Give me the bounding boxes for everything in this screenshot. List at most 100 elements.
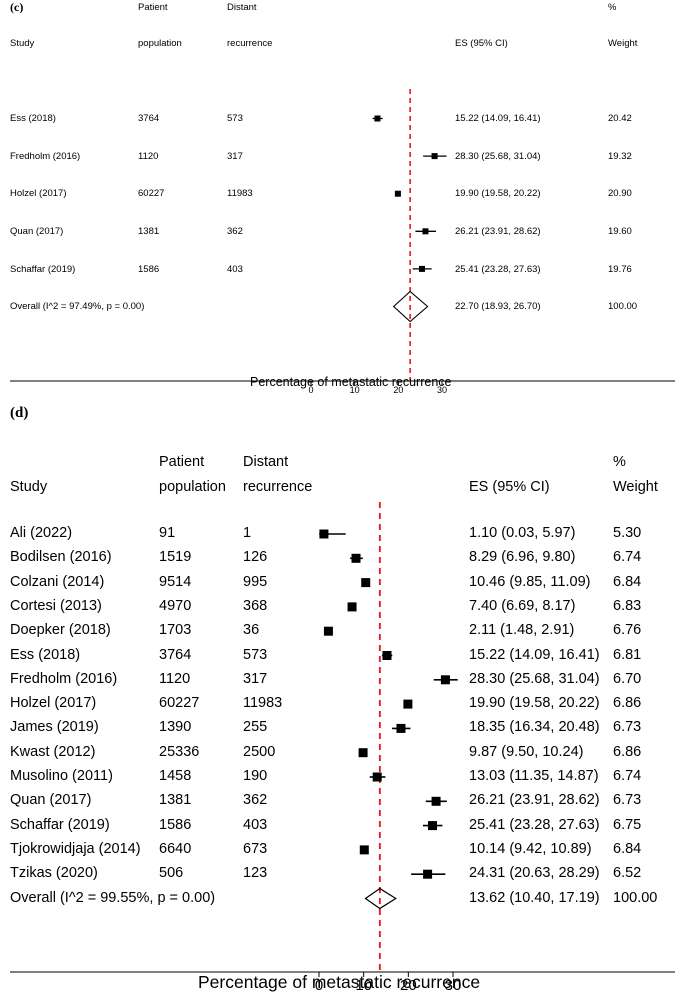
- study-estimate: [381, 651, 393, 660]
- forest-plot-panel-c: (c) Patient Distant % Study population r…: [0, 0, 685, 395]
- study-name: Doepker (2018): [10, 622, 111, 639]
- header-distant-line2: recurrence: [227, 38, 273, 49]
- effect-size: 1.10 (0.03, 5.97): [469, 525, 576, 541]
- patient-population: 1120: [138, 151, 159, 162]
- patient-population: 1586: [159, 816, 192, 833]
- point-estimate: [347, 602, 357, 612]
- header-distant-line2: recurrence: [243, 479, 313, 495]
- effect-size: 2.11 (1.48, 2.91): [469, 622, 575, 639]
- study-name: Quan (2017): [10, 226, 64, 237]
- x-tick-label: 20: [393, 385, 403, 395]
- x-tick-label: 0: [315, 977, 323, 994]
- weight: 20.42: [608, 113, 632, 124]
- overall-effect-size: 22.70 (18.93, 26.70): [455, 301, 541, 312]
- header-patient-line1: Patient: [138, 2, 168, 13]
- effect-size: 28.30 (25.68, 31.04): [469, 670, 600, 687]
- patient-population: 1703: [159, 622, 192, 639]
- study-estimate: [415, 228, 436, 235]
- header-weight-line1: %: [613, 454, 626, 470]
- effect-size: 7.40 (6.69, 8.17): [469, 597, 576, 614]
- overall-label: Overall (I^2 = 97.49%, p = 0.00): [10, 301, 145, 312]
- overall-diamond: [364, 887, 397, 910]
- distant-recurrence: 362: [227, 226, 243, 237]
- point-estimate: [382, 651, 392, 660]
- effect-size: 26.21 (23.91, 28.62): [469, 792, 600, 809]
- point-estimate: [403, 699, 413, 709]
- header-study: Study: [10, 479, 48, 495]
- study-estimate: [319, 529, 346, 539]
- study-estimate: [358, 748, 368, 758]
- distant-recurrence: 317: [227, 151, 243, 162]
- effect-size: 24.31 (20.63, 28.29): [469, 865, 600, 882]
- distant-recurrence: 403: [227, 264, 243, 275]
- header-distant-line1: Distant: [243, 454, 289, 470]
- header-weight-line2: Weight: [608, 38, 638, 49]
- effect-size: 26.21 (23.91, 28.62): [455, 226, 541, 237]
- distant-recurrence: 368: [243, 597, 268, 614]
- weight: 20.90: [608, 188, 632, 199]
- effect-size: 15.22 (14.09, 16.41): [469, 646, 600, 663]
- study-estimate: [422, 821, 443, 831]
- point-estimate: [361, 578, 371, 588]
- point-estimate: [374, 115, 381, 122]
- point-estimate: [359, 845, 369, 855]
- point-estimate: [431, 153, 438, 160]
- weight: 6.74: [613, 549, 642, 566]
- point-estimate: [440, 675, 450, 685]
- distant-recurrence: 36: [243, 622, 260, 639]
- weight: 6.74: [613, 768, 642, 784]
- distant-recurrence: 317: [243, 670, 268, 687]
- patient-population: 25336: [159, 743, 200, 760]
- header-patient-line2: population: [159, 479, 226, 495]
- study-estimate: [433, 675, 458, 685]
- overall-weight: 100.00: [613, 889, 658, 906]
- distant-recurrence: 11983: [227, 188, 253, 199]
- study-name: Ali (2022): [10, 525, 73, 541]
- overall-weight: 100.00: [608, 301, 638, 312]
- study-estimate: [323, 626, 333, 636]
- patient-population: 4970: [159, 597, 192, 614]
- study-name: Schaffar (2019): [10, 264, 76, 275]
- point-estimate: [323, 626, 333, 636]
- x-tick-label: 0: [308, 385, 313, 395]
- distant-recurrence: 362: [243, 792, 268, 809]
- distant-recurrence: 123: [243, 865, 268, 882]
- effect-size: 8.29 (6.96, 9.80): [469, 549, 576, 566]
- study-estimate: [359, 845, 369, 855]
- distant-recurrence: 573: [227, 113, 243, 124]
- x-tick-label: 10: [355, 977, 372, 994]
- weight: 19.32: [608, 151, 632, 162]
- x-tick-label: 10: [350, 385, 360, 395]
- header-patient-line1: Patient: [159, 454, 205, 470]
- patient-population: 1390: [159, 719, 192, 736]
- x-axis-label: Percentage of metastatic recurrence: [250, 375, 452, 389]
- distant-recurrence: 190: [243, 768, 268, 784]
- effect-size: 9.87 (9.50, 10.24): [469, 743, 584, 760]
- patient-population: 3764: [138, 113, 160, 124]
- point-estimate: [372, 772, 382, 782]
- x-tick-label: 30: [437, 385, 447, 395]
- header-es: ES (95% CI): [455, 38, 508, 49]
- study-estimate: [361, 578, 371, 588]
- study-name: Schaffar (2019): [10, 816, 110, 833]
- weight: 19.76: [608, 264, 632, 275]
- patient-population: 1458: [159, 768, 192, 784]
- study-estimate: [403, 699, 413, 709]
- weight: 6.84: [613, 573, 642, 590]
- study-estimate: [369, 772, 386, 782]
- study-name: James (2019): [10, 719, 99, 736]
- point-estimate: [319, 529, 329, 539]
- point-estimate: [431, 796, 441, 806]
- study-name: Ess (2018): [10, 113, 56, 124]
- distant-recurrence: 2500: [243, 743, 276, 760]
- distant-recurrence: 126: [243, 549, 268, 566]
- patient-population: 506: [159, 865, 184, 882]
- study-name: Cortesi (2013): [10, 597, 102, 614]
- panel-label: (c): [10, 0, 24, 14]
- weight: 19.60: [608, 226, 632, 237]
- study-name: Colzani (2014): [10, 573, 105, 590]
- weight: 6.81: [613, 646, 642, 663]
- x-tick-label: 30: [445, 977, 462, 994]
- overall-label: Overall (I^2 = 99.55%, p = 0.00): [10, 889, 216, 906]
- panel-label: (d): [10, 405, 29, 421]
